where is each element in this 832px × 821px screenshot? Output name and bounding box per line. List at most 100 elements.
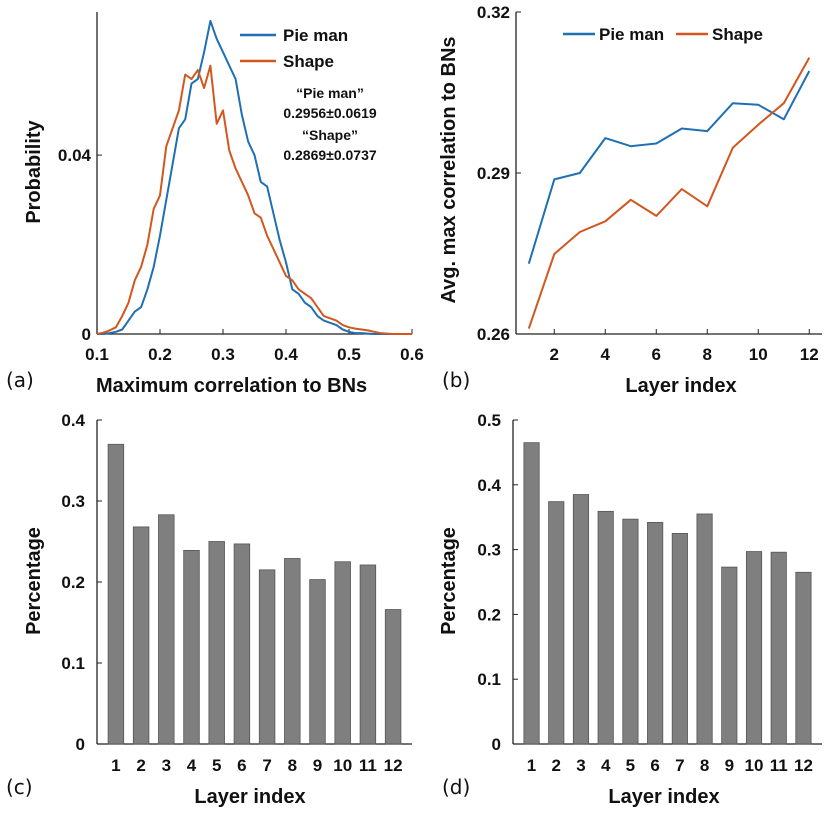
- chart-d-x-tick-label: 8: [700, 756, 709, 775]
- chart-a-x-tick-label: 0.2: [148, 345, 172, 364]
- legend-shape-label: Shape: [712, 25, 763, 44]
- chart-b-x-tick-label: 8: [703, 345, 712, 364]
- chart-d-x-tick-label: 6: [650, 756, 659, 775]
- chart-d-bar-8: [696, 513, 713, 745]
- chart-b-y-tick-label: 0.29: [477, 164, 510, 183]
- chart-b-series-shape-line: [527, 57, 811, 329]
- chart-d-y-tick-label: 0.3: [477, 541, 501, 560]
- chart-d: Layer index Percentage (d) 0 0.1 0.2 0.3 0.4…: [438, 411, 822, 808]
- chart-a: Maximum correlation to BNs Probability (…: [6, 12, 424, 397]
- annotation-shape-title: “Shape”: [302, 127, 358, 143]
- chart-d-bar-5: [622, 518, 639, 745]
- chart-d-y-tick-label: 0.1: [477, 670, 501, 689]
- chart-d-y-tick-label: 0.2: [477, 605, 501, 624]
- chart-c-bar-7: [258, 569, 276, 745]
- chart-c-bar-10: [334, 561, 351, 745]
- chart-c-x-tick-label: 1: [111, 756, 120, 775]
- chart-c-bar-4: [183, 550, 200, 745]
- chart-c-x-tick-label: 7: [262, 756, 271, 775]
- chart-d-ylabel: Percentage: [438, 527, 460, 635]
- chart-c-bar-2: [132, 526, 150, 745]
- chart-c-bar-9: [309, 579, 326, 745]
- chart-c-bar-12: [384, 609, 402, 745]
- chart-c-x-tick-label: 8: [288, 756, 297, 775]
- chart-d-bar-6: [647, 521, 664, 745]
- legend-pie-man-label: Pie man: [599, 25, 664, 44]
- chart-d-x-tick-label: 9: [725, 756, 734, 775]
- chart-d-x-tick-label: 2: [552, 756, 561, 775]
- chart-d-bar-12: [795, 571, 812, 745]
- chart-b-xlabel: Layer index: [625, 375, 736, 397]
- chart-d-panel-label: (d): [442, 775, 470, 799]
- legend-pie-man-label: Pie man: [283, 26, 348, 45]
- chart-c-bar-6: [233, 543, 251, 745]
- chart-b-x-tick-label: 6: [652, 345, 661, 364]
- chart-d-x-tick-label: 12: [794, 756, 813, 775]
- chart-a-y-tick-label: 0.04: [58, 146, 92, 165]
- chart-c-x-tick-label: 6: [237, 756, 246, 775]
- chart-c-xlabel: Layer index: [194, 786, 305, 808]
- chart-d-bar-11: [770, 551, 787, 745]
- chart-c-x-tick-label: 9: [313, 756, 322, 775]
- chart-c-x-tick-label: 11: [359, 756, 377, 775]
- chart-a-series-pie-man-line: [97, 19, 412, 335]
- chart-b-y-tick-label: 0.26: [477, 325, 510, 344]
- chart-b-series-pie-man-line: [527, 70, 811, 264]
- chart-b-x-tick-label: 2: [550, 345, 559, 364]
- chart-b-x-tick-label: 10: [749, 345, 768, 364]
- chart-a-x-tick-label: 0.3: [211, 345, 235, 364]
- chart-a-annotation: “Pie man” 0.2956±0.0619 “Shape” 0.2869±0…: [283, 85, 377, 163]
- chart-d-bar-7: [671, 533, 688, 745]
- chart-d-x-tick-label: 3: [576, 756, 585, 775]
- chart-d-x-tick-label: 1: [527, 756, 536, 775]
- chart-c: Layer index Percentage (c) 0 0.1 0.2 0.3 0.4…: [6, 411, 412, 808]
- chart-c-x-tick-label: 4: [187, 756, 197, 775]
- chart-a-series-shape-line: [96, 64, 412, 335]
- chart-c-bar-3: [158, 514, 175, 745]
- chart-b-y-tick-label: 0.32: [477, 3, 510, 22]
- chart-c-x-tick-label: 2: [136, 756, 145, 775]
- chart-b-x-tick-label: 12: [800, 345, 819, 364]
- chart-c-y-tick-label: 0.1: [61, 654, 85, 673]
- chart-c-y-tick-label: 0.4: [61, 411, 85, 430]
- chart-c-panel-label: (c): [6, 775, 33, 799]
- chart-c-bar-5: [208, 541, 225, 745]
- chart-d-y-tick-label: 0.5: [477, 411, 501, 430]
- chart-c-y-tick-label: 0.3: [61, 492, 85, 511]
- chart-d-x-tick-label: 5: [626, 756, 635, 775]
- chart-d-y-tick-label: 0.4: [477, 476, 501, 495]
- chart-a-x-tick-label: 0.4: [274, 345, 298, 364]
- chart-c-x-tick-label: 3: [162, 756, 171, 775]
- chart-a-x-tick-label: 0.5: [337, 345, 361, 364]
- chart-d-x-tick-label: 7: [675, 756, 684, 775]
- chart-a-x-tick-label: 0.6: [400, 345, 424, 364]
- annotation-pie-man-stat: 0.2956±0.0619: [283, 105, 377, 121]
- annotation-pie-man-title: “Pie man”: [296, 85, 364, 101]
- chart-c-x-tick-label: 5: [212, 756, 221, 775]
- chart-c-ylabel: Percentage: [23, 527, 45, 635]
- chart-d-y-tick-label: 0: [492, 735, 501, 754]
- chart-d-bar-1: [523, 442, 540, 745]
- chart-d-bar-10: [745, 551, 763, 745]
- chart-c-x-tick-label: 10: [333, 756, 352, 775]
- chart-c-y-tick-label: 0: [76, 735, 85, 754]
- chart-d-x-tick-label: 4: [601, 756, 611, 775]
- chart-a-ylabel: Probability: [23, 119, 45, 223]
- chart-b-panel-label: (b): [442, 368, 470, 392]
- chart-b-legend: Pie man Shape: [563, 25, 763, 44]
- chart-d-bar-9: [721, 566, 738, 745]
- chart-a-panel-label: (a): [6, 368, 34, 392]
- chart-c-bar-11: [359, 564, 377, 745]
- chart-d-x-tick-label: 10: [745, 756, 764, 775]
- chart-d-bar-2: [548, 501, 565, 745]
- chart-c-y-tick-label: 0.2: [61, 573, 85, 592]
- chart-d-bar-3: [572, 494, 590, 745]
- chart-d-x-tick-label: 11: [770, 756, 788, 775]
- chart-c-bar-8: [284, 558, 301, 745]
- chart-d-bar-4: [597, 510, 614, 745]
- chart-a-x-tick-label: 0.1: [85, 345, 109, 364]
- chart-b-x-tick-label: 4: [601, 345, 611, 364]
- chart-d-xlabel: Layer index: [608, 786, 719, 808]
- chart-b-ylabel: Avg. max correlation to BNs: [438, 36, 460, 303]
